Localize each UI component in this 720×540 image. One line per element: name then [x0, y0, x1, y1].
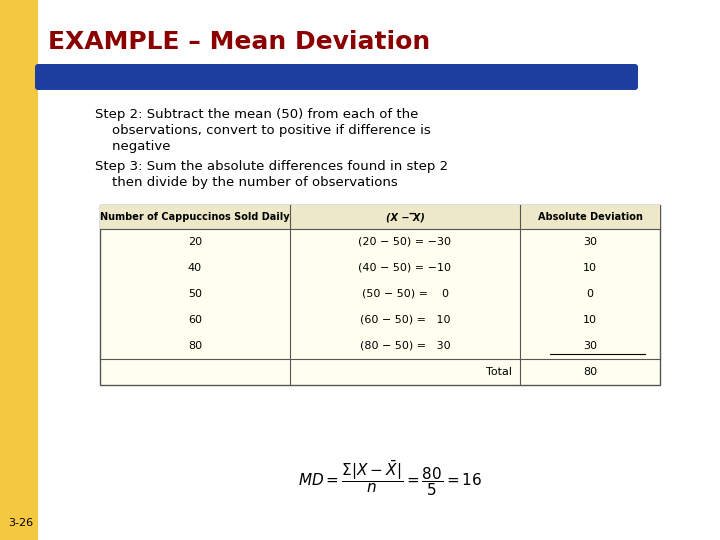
- FancyBboxPatch shape: [100, 205, 660, 385]
- FancyBboxPatch shape: [35, 64, 638, 90]
- Text: 80: 80: [188, 341, 202, 351]
- Text: observations, convert to positive if difference is: observations, convert to positive if dif…: [95, 124, 431, 137]
- Text: 30: 30: [583, 237, 597, 247]
- Text: 50: 50: [188, 289, 202, 299]
- Text: 40: 40: [188, 263, 202, 273]
- Text: 30: 30: [583, 341, 597, 351]
- Text: 0: 0: [587, 289, 593, 299]
- Text: (X − ̅X): (X − ̅X): [386, 212, 424, 222]
- Text: then divide by the number of observations: then divide by the number of observation…: [95, 176, 397, 189]
- Text: (20 − 50) = −30: (20 − 50) = −30: [359, 237, 451, 247]
- Text: Total: Total: [486, 367, 512, 377]
- Text: 20: 20: [188, 237, 202, 247]
- Text: 10: 10: [583, 263, 597, 273]
- Text: negative: negative: [95, 140, 171, 153]
- Text: EXAMPLE – Mean Deviation: EXAMPLE – Mean Deviation: [48, 30, 431, 54]
- Text: (50 − 50) =    0: (50 − 50) = 0: [361, 289, 449, 299]
- Text: 3-26: 3-26: [8, 518, 33, 528]
- FancyBboxPatch shape: [0, 0, 38, 540]
- Text: 60: 60: [188, 315, 202, 325]
- FancyBboxPatch shape: [0, 0, 38, 540]
- Text: (80 − 50) =   30: (80 − 50) = 30: [360, 341, 450, 351]
- Text: Absolute Deviation: Absolute Deviation: [538, 212, 642, 222]
- FancyBboxPatch shape: [100, 205, 660, 229]
- Text: 10: 10: [583, 315, 597, 325]
- Text: $MD = \dfrac{\Sigma|X - \bar{X}|}{n} = \dfrac{80}{5} = 16$: $MD = \dfrac{\Sigma|X - \bar{X}|}{n} = \…: [298, 458, 482, 498]
- Text: 80: 80: [583, 367, 597, 377]
- FancyBboxPatch shape: [0, 0, 328, 98]
- Text: Step 3: Sum the absolute differences found in step 2: Step 3: Sum the absolute differences fou…: [95, 160, 448, 173]
- Text: Step 2: Subtract the mean (50) from each of the: Step 2: Subtract the mean (50) from each…: [95, 108, 418, 121]
- FancyBboxPatch shape: [38, 0, 720, 540]
- Text: Number of Cappuccinos Sold Daily: Number of Cappuccinos Sold Daily: [100, 212, 290, 222]
- Text: (40 − 50) = −10: (40 − 50) = −10: [359, 263, 451, 273]
- Text: (60 − 50) =   10: (60 − 50) = 10: [360, 315, 450, 325]
